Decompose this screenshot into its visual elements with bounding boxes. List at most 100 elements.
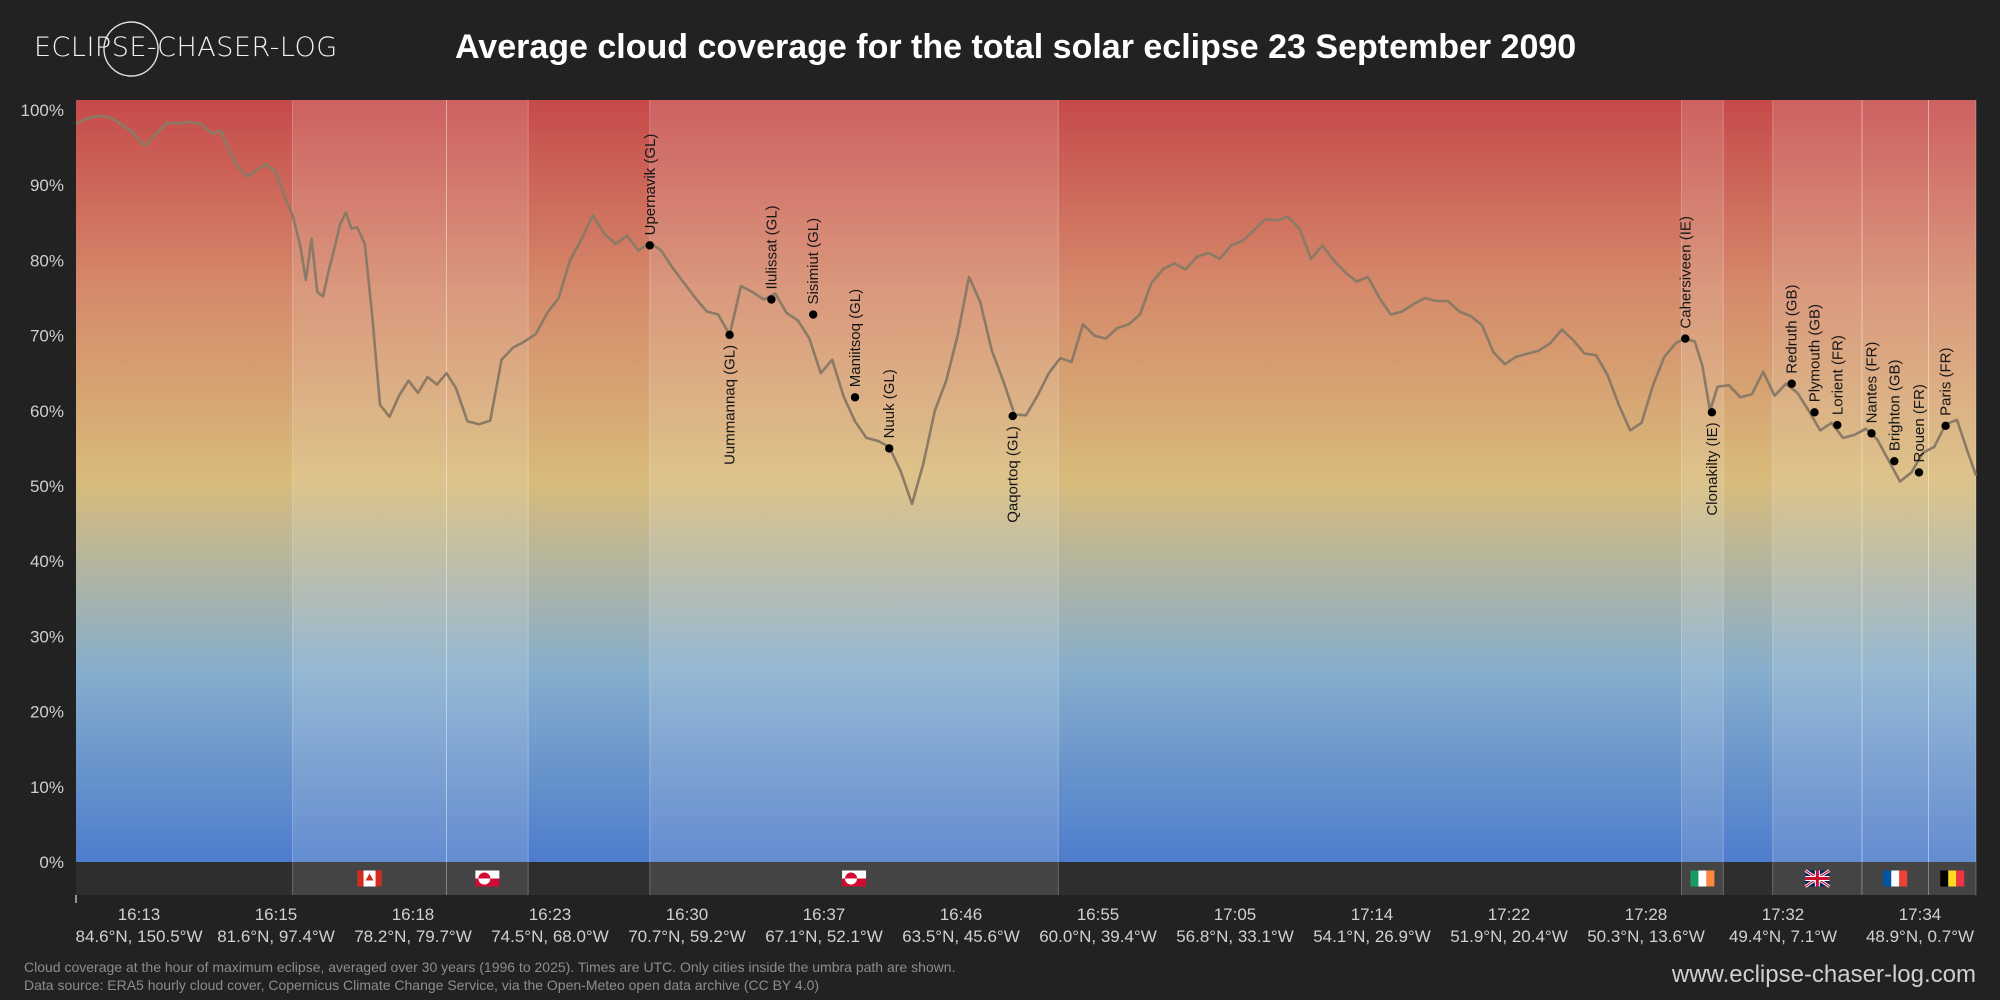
flag-ie-icon — [1690, 870, 1715, 887]
country-band-fr — [1862, 100, 1929, 862]
flag-gb-icon — [1804, 869, 1831, 888]
city-label: Sisimiut (GL) — [805, 218, 822, 305]
x-tick-coord: 56.8°N, 33.1°W — [1176, 927, 1294, 946]
y-tick-label: 30% — [30, 627, 64, 646]
x-tick-coord: 50.3°N, 13.6°W — [1587, 927, 1705, 946]
city-marker: Redruth (GB) — [1784, 285, 1801, 388]
x-tick-time: 16:13 — [118, 905, 161, 924]
y-tick-label: 20% — [30, 703, 64, 722]
footnote-line-2: Data source: ERA5 hourly cloud cover, Co… — [24, 977, 820, 993]
city-label: Uummannaq (GL) — [722, 345, 739, 465]
y-tick-label: 10% — [30, 778, 64, 797]
city-label: Maniitsoq (GL) — [847, 289, 864, 387]
x-tick-coord: 63.5°N, 45.6°W — [902, 927, 1020, 946]
country-band-gl — [446, 100, 529, 862]
x-tick-time: 17:34 — [1899, 905, 1942, 924]
city-marker: Nuuk (GL) — [881, 369, 898, 453]
x-tick-coord: 74.5°N, 68.0°W — [491, 927, 609, 946]
x-tick-time: 17:14 — [1351, 905, 1394, 924]
flag-gl-icon — [475, 870, 500, 887]
x-tick-coord: 49.4°N, 7.1°W — [1729, 927, 1837, 946]
country-band-ca — [292, 100, 447, 862]
city-label: Qaqortoq (GL) — [1005, 426, 1022, 523]
x-tick-coord: 84.6°N, 150.5°W — [76, 927, 203, 946]
city-label: Plymouth (GB) — [1807, 304, 1824, 402]
logo — [103, 21, 159, 77]
flag-be-icon — [1940, 870, 1965, 887]
x-tick-coord: 70.7°N, 59.2°W — [628, 927, 746, 946]
city-marker: Lorient (FR) — [1829, 335, 1846, 430]
logo-text: ECLIPSE-CHASER-LOG — [34, 32, 338, 63]
city-dot — [1833, 420, 1842, 430]
x-tick-time: 16:46 — [940, 905, 983, 924]
x-tick-coord: 51.9°N, 20.4°W — [1450, 927, 1568, 946]
y-tick-label: 60% — [30, 402, 64, 421]
city-dot — [1008, 411, 1017, 421]
city-label: Rouen (FR) — [1911, 384, 1928, 462]
city-dot — [1787, 379, 1796, 388]
x-tick-time: 16:30 — [666, 905, 709, 924]
y-tick-label: 50% — [30, 477, 64, 496]
chart-title: Average cloud coverage for the total sol… — [455, 28, 1577, 66]
x-tick-coord: 81.6°N, 97.4°W — [217, 927, 335, 946]
plot-background — [76, 100, 1976, 862]
x-tick-time: 17:32 — [1762, 905, 1805, 924]
city-dot — [1914, 468, 1924, 477]
city-label: Lorient (FR) — [1829, 335, 1846, 415]
city-marker: Qaqortoq (GL) — [1005, 411, 1022, 523]
city-marker: Rouen (FR) — [1911, 384, 1928, 477]
site-url: www.eclipse-chaser-log.com — [1671, 961, 1976, 988]
city-marker: Plymouth (GB) — [1807, 304, 1824, 417]
country-band-ie — [1681, 100, 1724, 862]
city-label: Paris (FR) — [1938, 348, 1955, 416]
x-tick-coord: 67.1°N, 52.1°W — [765, 927, 883, 946]
city-label: Nantes (FR) — [1864, 342, 1881, 424]
city-dot — [809, 310, 818, 319]
city-marker: Uummannaq (GL) — [722, 330, 739, 465]
city-dot — [1810, 408, 1819, 417]
city-label: Clonakilty (IE) — [1704, 422, 1721, 515]
country-band-gb — [1772, 100, 1862, 862]
city-dot — [645, 241, 654, 250]
city-label: Brighton (GB) — [1886, 359, 1903, 451]
city-dot — [885, 444, 894, 453]
city-marker: Clonakilty (IE) — [1704, 408, 1721, 516]
y-tick-label: 0% — [39, 853, 64, 872]
cloud-coverage-chart: Upernavik (GL) Uummannaq (GL) Ilulissat (G… — [21, 100, 1978, 946]
x-tick-time: 17:28 — [1625, 905, 1668, 924]
city-marker: Ilulissat (GL) — [763, 205, 780, 304]
y-tick-label: 90% — [30, 176, 64, 195]
city-dot — [850, 393, 860, 402]
city-label: Ilulissat (GL) — [763, 205, 780, 289]
city-marker: Upernavik (GL) — [642, 134, 659, 250]
city-marker: Paris (FR) — [1938, 348, 1955, 431]
x-tick-coord: 54.1°N, 26.9°W — [1313, 927, 1431, 946]
footnote-line-1: Cloud coverage at the hour of maximum ec… — [24, 959, 956, 975]
x-tick-time: 17:05 — [1214, 905, 1257, 924]
city-marker: Sisimiut (GL) — [805, 218, 822, 319]
x-tick-time: 16:55 — [1077, 905, 1120, 924]
city-dot — [1867, 429, 1876, 438]
city-dot — [1890, 456, 1899, 466]
x-tick-coord: 60.0°N, 39.4°W — [1039, 927, 1157, 946]
y-tick-label: 70% — [30, 327, 64, 346]
y-tick-label: 100% — [21, 101, 64, 120]
x-tick-time: 16:18 — [392, 905, 435, 924]
city-dot — [1681, 334, 1690, 343]
city-marker: Maniitsoq (GL) — [847, 289, 864, 402]
flag-fr-icon — [1883, 870, 1908, 887]
coverage-line — [75, 114, 1978, 506]
city-dot — [725, 330, 734, 340]
x-tick-coord: 48.9°N, 0.7°W — [1866, 927, 1974, 946]
city-marker: Nantes (FR) — [1864, 342, 1881, 438]
footnote: Cloud coverage at the hour of maximum ec… — [24, 958, 955, 994]
country-band-be — [1928, 100, 1976, 862]
city-dot — [1707, 408, 1717, 417]
city-dot — [1941, 421, 1950, 431]
flag-gl-icon — [842, 870, 867, 887]
x-tick-coord: 78.2°N, 79.7°W — [354, 927, 472, 946]
x-tick-time: 16:37 — [803, 905, 846, 924]
country-band-gl — [649, 100, 1059, 862]
city-label: Upernavik (GL) — [642, 134, 659, 236]
y-tick-label: 40% — [30, 552, 64, 571]
